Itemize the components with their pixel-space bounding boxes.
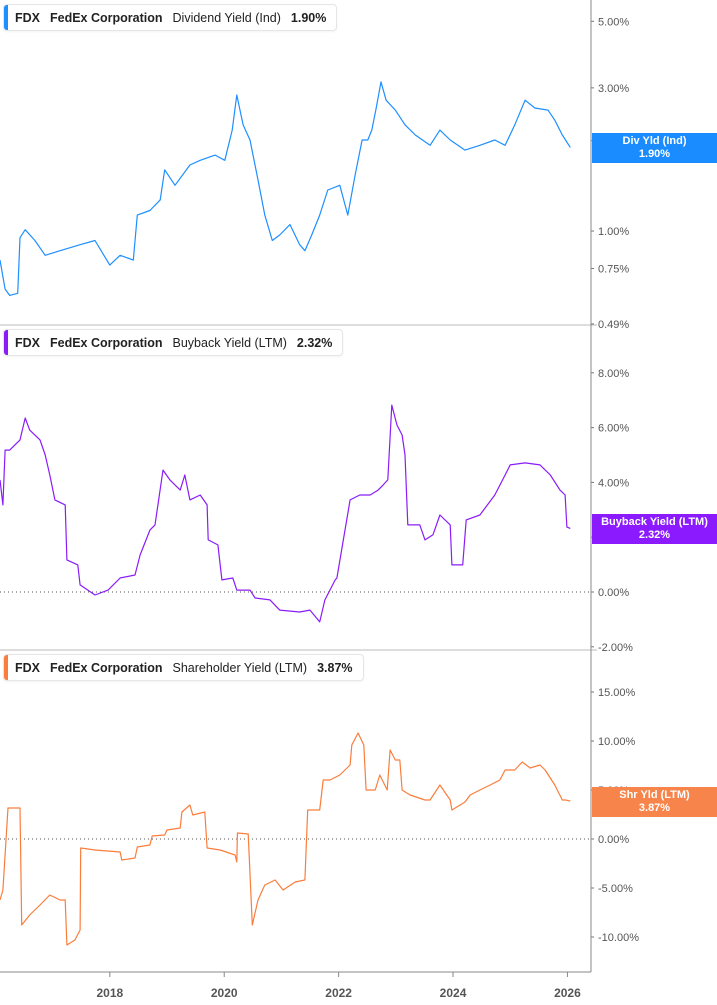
tag-label: Shr Yld (LTM)	[619, 789, 690, 801]
y-tick-label: 0.00%	[598, 834, 629, 846]
x-tick-label: 2020	[211, 986, 238, 1000]
legend-value: 1.90%	[290, 10, 327, 25]
last-value-tag-buyback: Buyback Yield (LTM) 2.32%	[592, 514, 717, 544]
last-value-tag-dividend: Div Yld (Ind) 1.90%	[592, 133, 717, 163]
y-tick-label: -10.00%	[598, 932, 639, 944]
legend-dividend-yield: FDX FedEx Corporation Dividend Yield (In…	[3, 4, 338, 31]
legend-color-swatch	[4, 330, 8, 355]
y-tick-label: 5.00%	[598, 16, 629, 28]
legend-color-swatch	[4, 655, 8, 680]
legend-series-name: Dividend Yield (Ind)	[172, 10, 281, 25]
x-tick-label: 2022	[325, 986, 352, 1000]
y-tick-label: 1.00%	[598, 226, 629, 238]
legend-color-swatch	[4, 5, 8, 30]
legend-ticker: FDX	[15, 660, 40, 675]
legend-buyback-yield: FDX FedEx Corporation Buyback Yield (LTM…	[3, 329, 344, 356]
series-line-3	[0, 732, 571, 946]
legend-value: 2.32%	[296, 335, 333, 350]
series-line-1	[0, 81, 571, 296]
y-tick-label: 8.00%	[598, 368, 629, 380]
y-tick-label: 0.75%	[598, 263, 629, 275]
legend-series-name: Buyback Yield (LTM)	[172, 335, 287, 350]
legend-company: FedEx Corporation	[50, 10, 163, 25]
tag-value: 3.87%	[638, 802, 671, 814]
x-tick-label: 2024	[440, 986, 467, 1000]
panel-2: 8.00%6.00%4.00%2.00%0.00%-2.00%	[0, 324, 633, 654]
last-value-tag-shareholder: Shr Yld (LTM) 3.87%	[592, 787, 717, 817]
legend-company: FedEx Corporation	[50, 335, 163, 350]
panel-3: 15.00%10.00%5.00%0.00%-5.00%-10.00%	[0, 649, 639, 946]
y-tick-label: 0.00%	[598, 587, 629, 599]
tag-value: 2.32%	[638, 529, 671, 541]
legend-ticker: FDX	[15, 335, 40, 350]
legend-shareholder-yield: FDX FedEx Corporation Shareholder Yield …	[3, 654, 364, 681]
legend-company: FedEx Corporation	[50, 660, 163, 675]
y-tick-label: -2.00%	[598, 642, 633, 654]
tag-label: Buyback Yield (LTM)	[601, 516, 708, 528]
y-tick-label: 4.00%	[598, 477, 629, 489]
y-tick-label: -5.00%	[598, 883, 633, 895]
tag-label: Div Yld (Ind)	[622, 135, 687, 147]
y-tick-label: 15.00%	[598, 687, 636, 699]
y-tick-label: 6.00%	[598, 423, 629, 435]
x-tick-label: 2026	[554, 986, 581, 1000]
legend-series-name: Shareholder Yield (LTM)	[172, 660, 308, 675]
series-line-2	[0, 404, 571, 623]
legend-ticker: FDX	[15, 10, 40, 25]
panel-1: 5.00%3.00%2.00%1.00%0.75%0.49%	[0, 16, 629, 331]
x-tick-label: 2018	[96, 986, 123, 1000]
y-tick-label: 0.49%	[598, 319, 629, 331]
legend-value: 3.87%	[317, 660, 353, 675]
y-tick-label: 3.00%	[598, 83, 629, 95]
tag-value: 1.90%	[638, 148, 671, 160]
y-tick-label: 10.00%	[598, 736, 636, 748]
